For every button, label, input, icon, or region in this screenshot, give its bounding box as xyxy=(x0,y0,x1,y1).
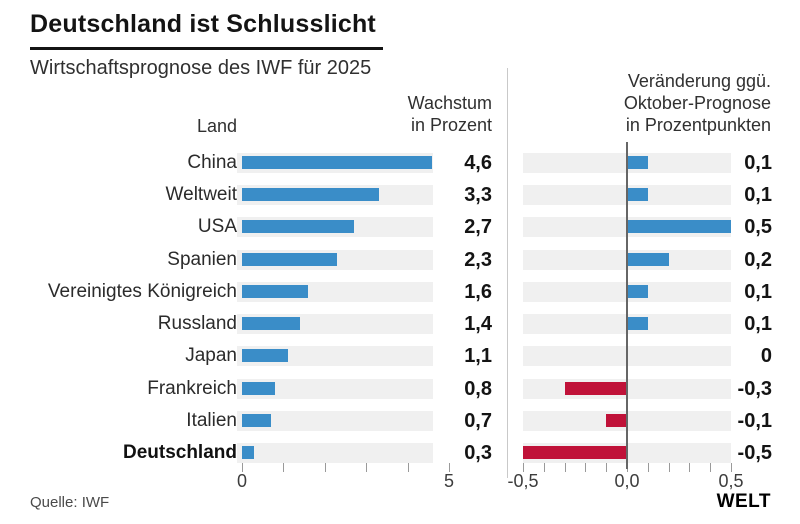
growth-axis-tick xyxy=(283,463,285,472)
change-axis-tick xyxy=(564,463,566,472)
growth-value: 2,3 xyxy=(464,249,492,271)
row-label: Russland xyxy=(157,313,237,334)
change-axis-tick xyxy=(710,463,712,472)
change-bar xyxy=(627,220,731,233)
growth-value: 0,7 xyxy=(464,410,492,432)
growth-value: 0,8 xyxy=(464,378,492,400)
growth-value: 0,3 xyxy=(464,442,492,464)
row-label: Vereinigtes Königreich xyxy=(47,281,237,302)
change-axis-label: 0,5 xyxy=(718,471,744,491)
growth-bar xyxy=(242,382,276,395)
column-header-land: Land xyxy=(196,116,237,136)
row-label: Spanien xyxy=(167,249,237,270)
column-header-growth: Wachstum in Prozent xyxy=(332,92,492,136)
column-header-change-line3: in Prozentpunkten xyxy=(625,115,771,135)
change-axis-label: 0,0 xyxy=(614,471,640,491)
growth-value: 1,4 xyxy=(464,313,492,335)
growth-axis-tick xyxy=(366,463,368,472)
row-label: Weltweit xyxy=(165,184,237,205)
change-value: 0 xyxy=(760,345,772,367)
column-header-change-line1: Veränderung ggü. xyxy=(627,71,771,91)
welt-logo: WELT xyxy=(716,491,771,512)
change-value: 0,1 xyxy=(744,281,772,303)
change-bar xyxy=(627,317,648,330)
growth-bar xyxy=(242,253,338,266)
growth-axis-label: 0 xyxy=(236,471,247,491)
change-bar xyxy=(627,188,648,201)
growth-bar xyxy=(242,285,309,298)
growth-value: 3,3 xyxy=(464,184,492,206)
change-value: 0,5 xyxy=(744,216,772,238)
change-value: 0,1 xyxy=(744,184,772,206)
growth-bar xyxy=(242,317,300,330)
growth-axis-tick xyxy=(449,463,450,472)
change-value: 0,2 xyxy=(744,249,772,271)
growth-bar xyxy=(242,414,271,427)
change-bar xyxy=(564,382,627,395)
change-bar xyxy=(627,156,648,169)
change-value: -0,1 xyxy=(737,410,772,432)
row-label: China xyxy=(187,152,237,173)
row-label: Frankreich xyxy=(147,378,237,399)
growth-value: 2,7 xyxy=(464,216,492,238)
growth-value: 1,1 xyxy=(464,345,492,367)
change-axis-tick xyxy=(585,463,587,472)
source-note: Quelle: IWF xyxy=(30,494,110,511)
change-axis-tick xyxy=(606,463,608,472)
growth-axis-tick xyxy=(242,463,243,472)
row-label: USA xyxy=(197,216,237,237)
change-axis-label: -0,5 xyxy=(507,471,539,491)
subtitle: Wirtschaftsprognose des IWF für 2025 xyxy=(30,57,372,79)
growth-bar xyxy=(242,220,354,233)
growth-axis-tick xyxy=(407,463,409,472)
growth-track xyxy=(237,346,433,366)
growth-axis-label: 5 xyxy=(443,471,454,491)
growth-track xyxy=(237,443,433,463)
growth-track xyxy=(237,314,433,334)
growth-value: 1,6 xyxy=(464,281,492,303)
change-bar xyxy=(627,285,648,298)
column-header-growth-line2: in Prozent xyxy=(410,115,492,135)
change-axis-tick xyxy=(668,463,670,472)
growth-track xyxy=(237,379,433,399)
change-axis-tick xyxy=(647,463,649,472)
change-value: -0,5 xyxy=(737,442,772,464)
growth-value: 4,6 xyxy=(464,152,492,174)
row-label: Japan xyxy=(185,345,237,366)
change-axis-tick xyxy=(731,463,732,472)
growth-track xyxy=(237,153,433,173)
row-label: Deutschland xyxy=(122,442,237,463)
change-axis-tick xyxy=(543,463,545,472)
column-header-change: Veränderung ggü. Oktober-Prognose in Pro… xyxy=(550,70,771,136)
change-axis-tick xyxy=(523,463,524,472)
growth-track xyxy=(237,185,433,205)
change-bar xyxy=(627,253,669,266)
growth-bar xyxy=(242,446,255,459)
change-value: 0,1 xyxy=(744,313,772,335)
growth-track xyxy=(237,411,433,431)
zero-baseline xyxy=(626,142,628,469)
growth-bar xyxy=(242,188,379,201)
growth-track xyxy=(237,250,433,270)
change-bar xyxy=(523,446,627,459)
change-value: 0,1 xyxy=(744,152,772,174)
growth-track xyxy=(237,282,433,302)
chart-divider-line xyxy=(507,68,508,478)
page-title: Deutschland ist Schlusslicht xyxy=(30,10,376,38)
column-header-change-line2: Oktober-Prognose xyxy=(623,93,771,113)
growth-axis-tick xyxy=(324,463,326,472)
growth-track xyxy=(237,217,433,237)
growth-bar xyxy=(242,156,433,169)
growth-bar xyxy=(242,349,288,362)
title-underline xyxy=(30,47,383,50)
change-value: -0,3 xyxy=(737,378,772,400)
row-label: Italien xyxy=(186,410,237,431)
change-axis-tick xyxy=(689,463,691,472)
change-bar xyxy=(606,414,627,427)
column-header-growth-line1: Wachstum xyxy=(407,93,492,113)
